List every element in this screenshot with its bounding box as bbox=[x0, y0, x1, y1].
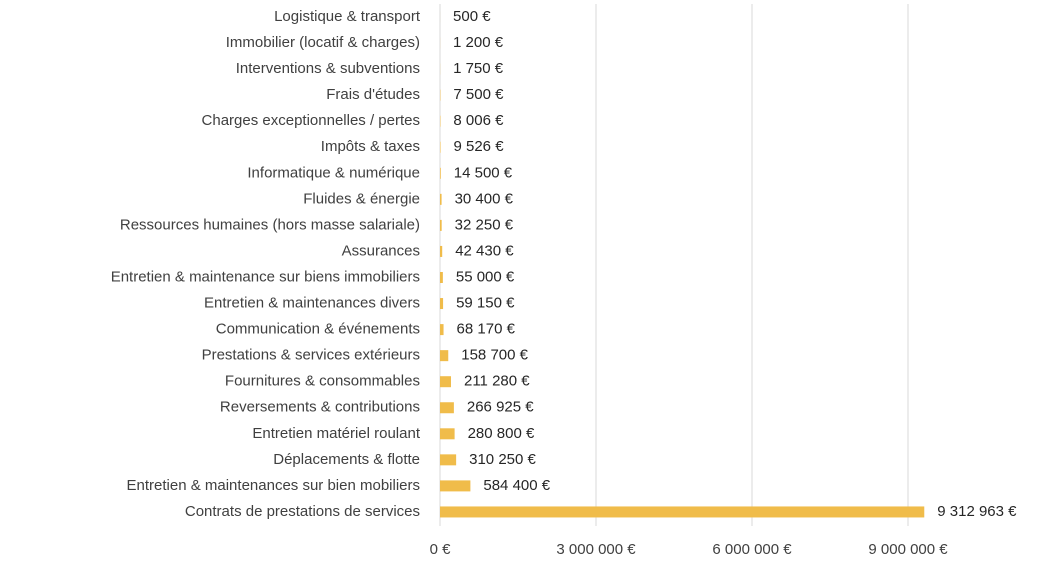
bar bbox=[440, 428, 455, 440]
x-tick-label: 3 000 000 € bbox=[556, 541, 636, 558]
data-label: 30 400 € bbox=[455, 190, 514, 207]
y-tick-label: Informatique & numérique bbox=[247, 164, 420, 181]
data-label: 59 150 € bbox=[456, 295, 515, 312]
y-tick-label: Entretien matériel roulant bbox=[252, 425, 420, 442]
x-tick-label: 6 000 000 € bbox=[712, 541, 792, 558]
y-tick-label: Fournitures & consommables bbox=[225, 373, 420, 390]
data-label: 1 750 € bbox=[453, 60, 504, 77]
data-label: 1 200 € bbox=[453, 34, 504, 51]
bar bbox=[440, 167, 441, 179]
y-tick-label: Logistique & transport bbox=[274, 8, 421, 25]
y-tick-label: Immobilier (locatif & charges) bbox=[226, 34, 420, 51]
y-tick-label: Entretien & maintenance sur biens immobi… bbox=[111, 268, 420, 285]
y-tick-label: Impôts & taxes bbox=[321, 138, 420, 155]
bar bbox=[440, 219, 442, 231]
data-label: 158 700 € bbox=[461, 347, 528, 364]
bar bbox=[440, 350, 449, 362]
data-label: 32 250 € bbox=[455, 216, 514, 233]
data-label: 584 400 € bbox=[483, 477, 550, 494]
data-label: 310 250 € bbox=[469, 451, 536, 468]
data-label: 9 312 963 € bbox=[937, 503, 1017, 520]
y-tick-label: Communication & événements bbox=[216, 321, 420, 338]
data-label: 266 925 € bbox=[467, 399, 534, 416]
data-label: 68 170 € bbox=[457, 321, 516, 338]
data-label: 8 006 € bbox=[453, 112, 504, 129]
bar bbox=[440, 193, 442, 205]
x-tick-label: 9 000 000 € bbox=[868, 541, 948, 558]
y-tick-label: Ressources humaines (hors masse salarial… bbox=[120, 216, 420, 233]
y-tick-label: Charges exceptionnelles / pertes bbox=[202, 112, 420, 129]
y-tick-label: Prestations & services extérieurs bbox=[202, 347, 420, 364]
y-tick-label: Reversements & contributions bbox=[220, 399, 420, 416]
y-tick-label: Fluides & énergie bbox=[303, 190, 420, 207]
y-tick-label: Entretien & maintenances divers bbox=[204, 295, 420, 312]
bar bbox=[440, 272, 443, 283]
data-label: 42 430 € bbox=[455, 242, 514, 259]
y-tick-label: Assurances bbox=[342, 242, 420, 259]
y-tick-label: Interventions & subventions bbox=[236, 60, 420, 77]
y-tick-label: Frais d'études bbox=[326, 86, 420, 103]
data-label: 14 500 € bbox=[454, 164, 513, 181]
bar bbox=[440, 480, 471, 492]
bar bbox=[440, 402, 454, 414]
data-label: 280 800 € bbox=[468, 425, 535, 442]
y-tick-label: Entretien & maintenances sur bien mobili… bbox=[127, 477, 420, 494]
bar bbox=[440, 245, 443, 257]
data-label: 500 € bbox=[453, 8, 491, 25]
bar bbox=[440, 376, 451, 388]
bar bbox=[440, 298, 444, 310]
y-tick-label: Déplacements & flotte bbox=[273, 451, 420, 468]
data-label: 211 280 € bbox=[464, 373, 530, 390]
data-label: 9 526 € bbox=[453, 138, 504, 155]
x-tick-label: 0 € bbox=[430, 541, 452, 558]
bar bbox=[440, 506, 925, 518]
y-tick-label: Contrats de prestations de services bbox=[185, 503, 420, 520]
bar bbox=[440, 454, 457, 466]
data-label: 55 000 € bbox=[456, 268, 515, 285]
bar bbox=[440, 324, 444, 336]
data-label: 7 500 € bbox=[453, 86, 504, 103]
